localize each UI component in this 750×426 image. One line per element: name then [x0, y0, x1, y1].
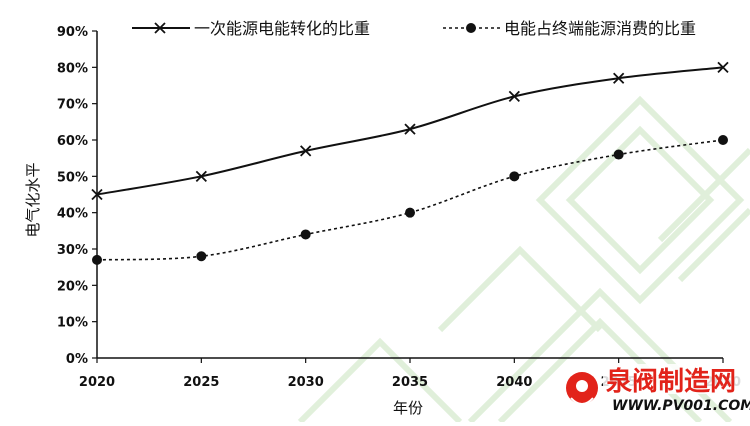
y-axis-ticks: 0% 10% 20% 30% 40% 50% 60% 70% 80% 90%: [57, 25, 97, 367]
y-tick-label: 70%: [57, 98, 88, 113]
axes: [96, 31, 723, 359]
watermark-url: WWW.PV001.COM: [612, 398, 750, 414]
series-1-point-2025: [195, 170, 207, 182]
series-1-point-2045: [613, 72, 625, 84]
x-tick-label: 2040: [496, 375, 532, 390]
series-2: [92, 135, 728, 265]
x-axis-title: 年份: [393, 399, 423, 417]
y-tick-label: 20%: [57, 279, 88, 294]
y-tick-label: 0%: [66, 352, 88, 367]
legend: 一次能源电能转化的比重 电能占终端能源消费的比重: [132, 19, 696, 38]
series-2-point-2020: [92, 254, 102, 265]
y-tick-label: 40%: [57, 207, 88, 222]
series-2-point-2050: [718, 135, 728, 145]
x-tick-label: 2035: [392, 375, 428, 390]
y-tick-label: 50%: [57, 170, 88, 185]
y-axis-title: 电气化水平: [24, 162, 42, 237]
series-2-point-2045: [613, 149, 624, 160]
watermark-brand: 泉阀制造网: [606, 366, 736, 397]
series-1-point-2050: [717, 61, 729, 73]
legend-item-series-1: 一次能源电能转化的比重: [132, 19, 370, 38]
series-1-point-2020: [91, 188, 103, 201]
series-1-point-2035: [404, 123, 416, 135]
series-2-point-2035: [405, 207, 415, 218]
x-tick-label: 2025: [183, 375, 219, 390]
y-tick-label: 80%: [57, 61, 88, 76]
y-tick-label: 10%: [57, 316, 88, 331]
legend-label-series-1: 一次能源电能转化的比重: [194, 19, 370, 38]
watermark-logo-icon: [566, 372, 598, 405]
series-layer: [91, 61, 729, 265]
y-tick-label: 30%: [57, 243, 88, 258]
series-line-2: [96, 139, 724, 261]
y-tick-label: 90%: [57, 25, 88, 40]
legend-label-series-2: 电能占终端能源消费的比重: [504, 19, 696, 38]
series-1: [91, 61, 729, 201]
series-1-point-2030: [300, 145, 312, 157]
series-2-point-2040: [509, 171, 520, 182]
x-tick-label: 2020: [79, 375, 115, 390]
series-1-point-2040: [508, 90, 520, 103]
legend-item-series-2: 电能占终端能源消费的比重: [443, 19, 696, 38]
watermark: 泉阀制造网 WWW.PV001.COM: [566, 364, 750, 414]
series-line-1: [96, 66, 724, 196]
series-2-point-2025: [196, 251, 207, 262]
y-tick-label: 60%: [57, 134, 88, 149]
series-2-point-2030: [300, 229, 311, 240]
x-tick-label: 2030: [288, 375, 324, 390]
